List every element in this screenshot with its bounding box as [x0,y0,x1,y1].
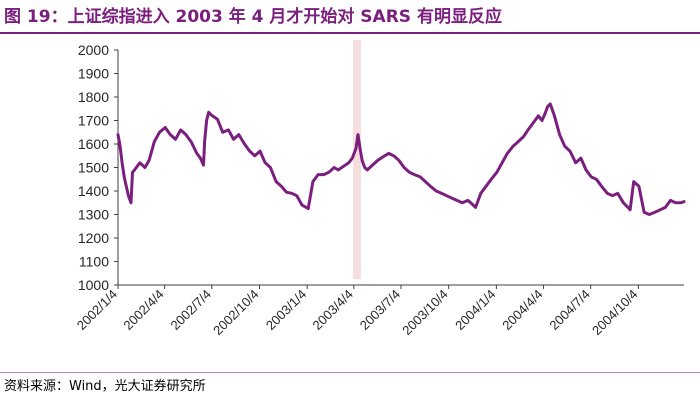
x-tick-label: 2002/7/4 [168,287,214,333]
y-tick-label: 1800 [78,89,109,105]
x-tick-label: 2003/4/4 [310,286,356,332]
x-tick-label: 2002/10/4 [210,287,262,339]
y-tick-label: 1400 [78,183,109,199]
x-tick-label: 2004/1/4 [452,287,498,333]
y-tick-label: 1600 [78,136,109,152]
x-tick-label: 2002/4/4 [120,286,166,332]
y-tick-label: 1300 [78,207,109,223]
x-tick-label: 2002/1/4 [74,287,120,333]
y-tick-label: 1000 [78,277,109,293]
source-divider [0,372,700,373]
source-note: 资料来源：Wind，光大证券研究所 [4,379,206,394]
y-axis: 1000 1100 1200 1300 1400 1500 1600 1700 1800 1900… [78,42,119,293]
y-tick-label: 1700 [78,113,109,129]
x-tick-label: 2003/7/4 [357,287,403,333]
x-tick-label: 2003/10/4 [399,287,451,339]
x-tick-label: 2004/10/4 [589,287,641,339]
y-tick-label: 1100 [79,254,109,270]
x-tick-label: 2004/4/4 [499,286,545,332]
y-tick-label: 1500 [78,160,109,176]
chart-title: 图 19：上证综指进入 2003 年 4 月才开始对 SARS 有明显反应 [4,7,502,27]
highlight-band [352,40,361,279]
title-divider [0,32,700,34]
x-tick-label: 2003/1/4 [263,287,309,333]
x-tick-label: 2004/7/4 [546,287,592,333]
y-tick-label: 1200 [78,230,109,246]
y-tick-label: 2000 [78,42,109,58]
series-line [116,102,686,216]
chart: 1000 1100 1200 1300 1400 1500 1600 1700 1800 1900… [74,40,686,339]
y-tick-label: 1900 [78,66,109,82]
